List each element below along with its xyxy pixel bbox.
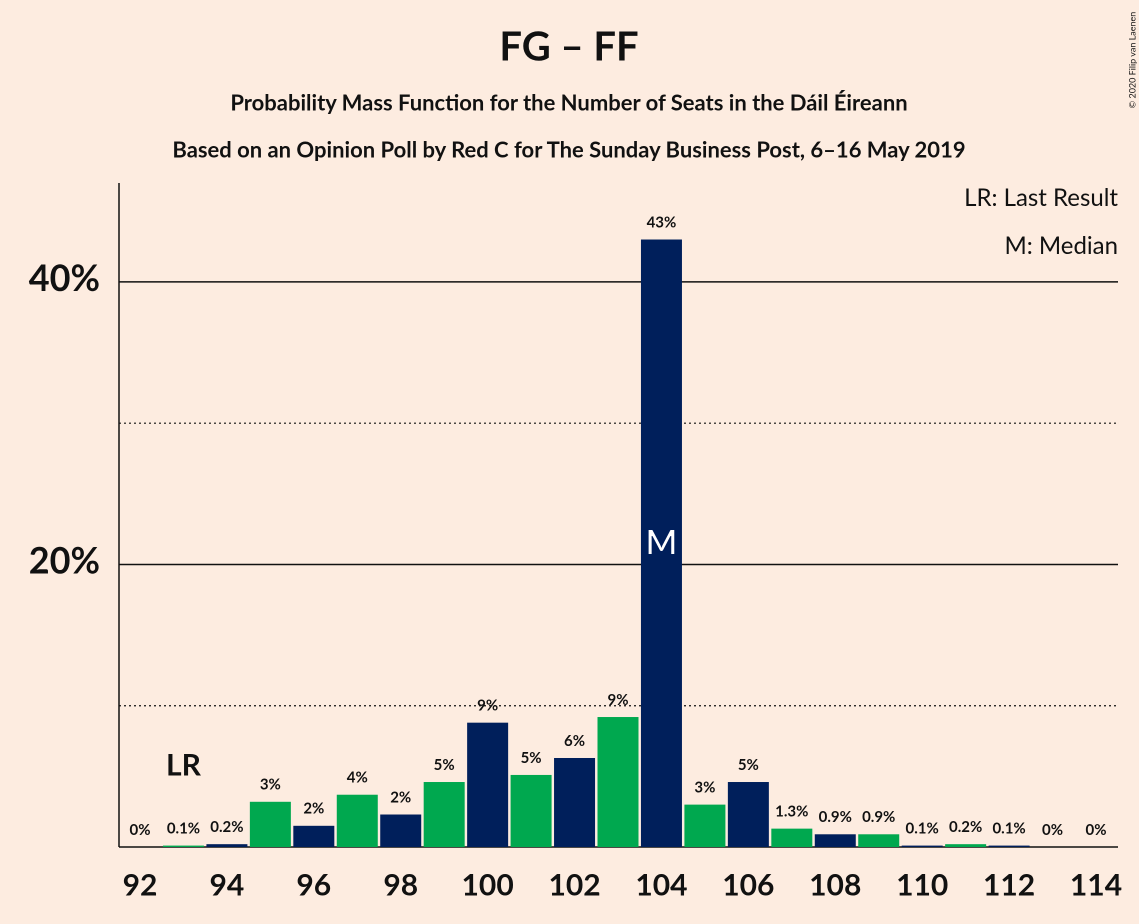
data-label: 0%	[1042, 821, 1063, 839]
data-label: 0%	[130, 821, 151, 839]
bar	[249, 801, 291, 847]
x-tick-label: 110	[896, 867, 948, 903]
data-label: 0.9%	[862, 808, 895, 826]
data-label: 6%	[564, 732, 585, 750]
bar	[510, 774, 552, 847]
bar	[597, 717, 639, 847]
bar	[554, 757, 596, 847]
chart-subtitle: Probability Mass Function for the Number…	[230, 89, 907, 116]
last-result-marker: LR	[166, 747, 202, 783]
bar	[423, 782, 465, 847]
bar	[640, 239, 682, 848]
median-marker: M	[645, 522, 677, 563]
bar	[162, 845, 204, 847]
legend-entry: LR: Last Result	[964, 183, 1118, 212]
legend-entry: M: Median	[1004, 231, 1118, 260]
data-label: 5%	[521, 749, 542, 767]
bar	[771, 828, 813, 847]
data-label: 1.3%	[775, 802, 808, 820]
chart-subtitle: Based on an Opinion Poll by Red C for Th…	[172, 136, 965, 163]
data-label: 5%	[434, 756, 455, 774]
x-tick-label: 108	[809, 867, 861, 903]
data-label: 3%	[694, 778, 715, 796]
bar	[901, 845, 943, 847]
bar	[336, 794, 378, 847]
data-label: 5%	[738, 756, 759, 774]
bar	[814, 834, 856, 847]
data-label: 0.2%	[210, 818, 243, 836]
x-tick-label: 112	[983, 867, 1035, 903]
y-tick-label: 40%	[29, 255, 100, 299]
x-tick-label: 114	[1070, 867, 1122, 903]
chart-title: FG – FF	[499, 21, 638, 69]
data-label: 0.1%	[906, 819, 939, 837]
data-label: 4%	[347, 769, 368, 787]
data-label: 0.2%	[949, 818, 982, 836]
bar	[858, 834, 900, 847]
x-tick-label: 104	[635, 867, 687, 903]
bar	[945, 844, 987, 847]
data-label: 0.1%	[992, 819, 1025, 837]
bar	[293, 825, 335, 847]
bar	[206, 844, 248, 847]
x-tick-label: 92	[123, 867, 158, 903]
y-tick-label: 20%	[29, 538, 100, 582]
x-tick-label: 96	[296, 867, 331, 903]
x-tick-label: 98	[383, 867, 418, 903]
data-label: 2%	[303, 800, 324, 818]
bar	[988, 845, 1030, 847]
copyright: © 2020 Filip van Laenen	[1126, 12, 1137, 109]
data-label: 9%	[477, 697, 498, 715]
x-tick-label: 94	[210, 867, 245, 903]
data-label: 2%	[390, 788, 411, 806]
data-label: 9%	[608, 691, 629, 709]
data-label: 43%	[647, 213, 677, 231]
bar	[727, 782, 769, 847]
bar	[467, 722, 509, 847]
bar	[380, 814, 422, 847]
bar	[684, 804, 726, 847]
data-label: 0.1%	[167, 819, 200, 837]
x-tick-label: 102	[548, 867, 600, 903]
x-tick-label: 100	[462, 867, 514, 903]
x-tick-label: 106	[722, 867, 774, 903]
data-label: 0.9%	[819, 808, 852, 826]
data-label: 0%	[1086, 821, 1107, 839]
data-label: 3%	[260, 776, 281, 794]
